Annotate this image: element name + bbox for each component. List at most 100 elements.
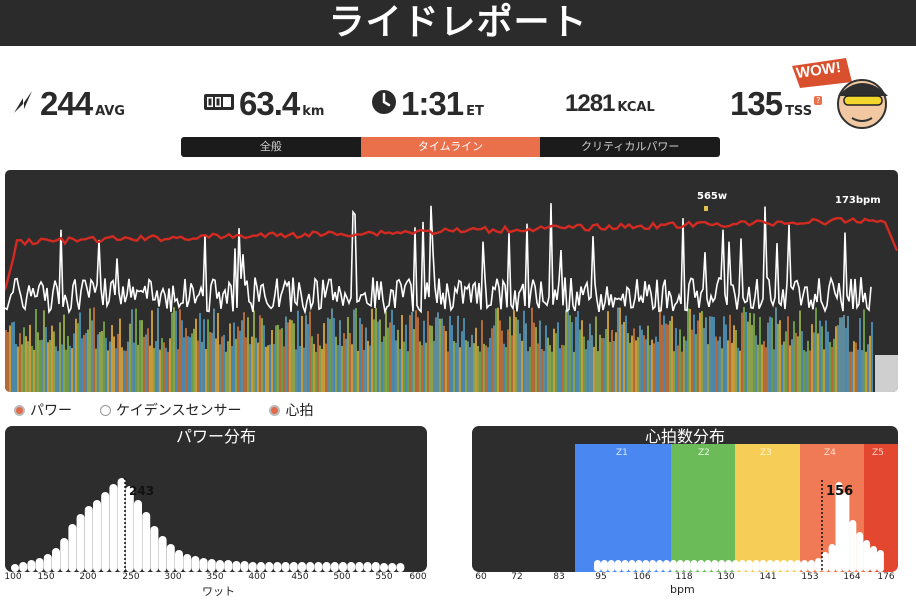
cadence-toggle[interactable] <box>100 404 111 416</box>
power-bar <box>363 349 365 392</box>
heart-rate-toggle[interactable] <box>269 404 281 416</box>
histogram-bar <box>635 560 643 572</box>
power-bar <box>653 343 655 392</box>
power-bar <box>855 342 857 392</box>
power-bar <box>349 333 351 392</box>
power-bar <box>709 316 711 392</box>
power-bar <box>337 344 339 392</box>
power-bar <box>263 325 265 392</box>
power-bar <box>613 341 615 392</box>
histogram-bar <box>265 562 274 572</box>
power-bar <box>317 333 319 392</box>
power-bar <box>257 342 259 392</box>
histogram-bar <box>11 564 19 572</box>
power-bar <box>851 351 853 392</box>
power-bar <box>129 323 131 392</box>
tab-overview[interactable]: 全般 <box>259 140 282 153</box>
tab-critical-power[interactable]: クリティカルパワー <box>581 140 680 153</box>
power-bar <box>643 335 645 392</box>
power-bar <box>591 335 593 392</box>
histogram-bar <box>607 560 615 572</box>
power-bar <box>857 349 859 392</box>
power-bar <box>241 320 243 392</box>
power-bar <box>305 315 307 392</box>
legend-heart-rate[interactable]: 心拍 <box>269 400 313 420</box>
power-bar <box>451 325 453 392</box>
power-bar <box>49 339 51 392</box>
legend-cadence[interactable]: ケイデンスセンサー <box>100 400 241 420</box>
power-bar <box>269 344 271 392</box>
histogram-bar <box>849 520 857 572</box>
power-bar <box>283 346 285 392</box>
histogram-bar <box>628 560 636 572</box>
power-bar <box>617 307 619 392</box>
power-bar <box>211 332 213 392</box>
timeline-chart[interactable]: 565w 173bpm <box>5 170 898 392</box>
power-bar <box>491 328 493 392</box>
power-bar <box>373 319 375 392</box>
power-bar <box>159 349 161 392</box>
histogram-bar <box>273 562 282 572</box>
power-bar <box>727 340 729 392</box>
power-bar <box>79 312 81 392</box>
power-bar <box>695 334 697 392</box>
power-bar <box>123 350 125 392</box>
power-bar <box>723 316 725 392</box>
power-bar <box>497 307 499 392</box>
histogram-bar <box>821 552 829 572</box>
histogram-bar <box>248 562 257 572</box>
tick-label: 130 <box>717 572 735 582</box>
histogram-bar <box>60 538 69 572</box>
power-bar <box>97 334 99 392</box>
histogram-bar <box>814 558 822 572</box>
power-bar <box>119 318 121 392</box>
legend-power[interactable]: パワー <box>14 400 72 420</box>
power-bar <box>421 345 423 392</box>
power-bar <box>749 312 751 392</box>
power-bar <box>179 309 181 392</box>
histogram-bar <box>725 560 733 572</box>
power-bar <box>863 309 865 392</box>
power-bar <box>299 345 301 392</box>
power-bar <box>63 314 65 392</box>
power-bar <box>725 324 727 392</box>
power-bar <box>423 320 425 392</box>
power-bar <box>247 317 249 392</box>
power-bar <box>567 310 569 392</box>
tss-value: 135 <box>730 85 783 122</box>
tss-help-badge[interactable]: ? <box>814 95 823 105</box>
zone-z4-label: Z4 <box>824 448 836 458</box>
power-bar <box>775 307 777 392</box>
histogram-bar <box>870 546 877 572</box>
histogram-bar <box>330 562 339 572</box>
power-toggle[interactable] <box>14 404 25 416</box>
histogram-bar <box>828 544 836 572</box>
power-bar <box>135 308 137 392</box>
tick-label: 164 <box>843 572 861 582</box>
power-bar <box>83 335 85 392</box>
power-bar <box>793 321 795 392</box>
power-bar <box>303 347 305 392</box>
power-bar <box>197 340 199 392</box>
power-bar <box>483 343 485 392</box>
power-bar <box>657 341 659 392</box>
power-bar <box>229 323 231 392</box>
hr-x-axis: 60 72 83 95 106 118 130 141 153 164 176 <box>472 572 902 586</box>
power-bar <box>473 343 475 392</box>
power-bar <box>735 330 737 392</box>
histogram-bar <box>142 512 151 572</box>
power-bar <box>265 346 267 392</box>
histogram-bar <box>158 536 167 572</box>
power-bar <box>803 350 805 392</box>
power-bar <box>99 332 101 392</box>
tab-timeline[interactable]: タイムライン <box>360 137 541 157</box>
power-bar <box>395 340 397 392</box>
power-bar <box>377 321 379 392</box>
tick-label: 400 <box>248 572 266 582</box>
power-bar <box>535 327 537 392</box>
power-bar <box>157 308 159 392</box>
histogram-bar <box>863 540 871 572</box>
power-bar <box>341 345 343 392</box>
histogram-bar <box>621 560 629 572</box>
histogram-bar <box>76 514 85 572</box>
